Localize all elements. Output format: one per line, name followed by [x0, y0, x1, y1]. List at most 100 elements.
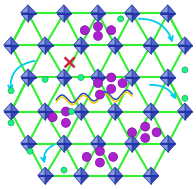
- Polygon shape: [21, 69, 28, 77]
- Polygon shape: [28, 69, 35, 77]
- Polygon shape: [108, 37, 115, 45]
- Polygon shape: [108, 167, 115, 175]
- Polygon shape: [151, 46, 158, 54]
- Polygon shape: [64, 69, 71, 77]
- Circle shape: [8, 88, 14, 94]
- Polygon shape: [178, 103, 185, 111]
- Polygon shape: [132, 14, 140, 22]
- Polygon shape: [143, 37, 151, 45]
- Circle shape: [109, 152, 118, 161]
- Circle shape: [61, 167, 67, 173]
- Polygon shape: [125, 135, 132, 143]
- Polygon shape: [125, 78, 132, 86]
- Polygon shape: [81, 103, 88, 111]
- Polygon shape: [98, 78, 105, 86]
- Polygon shape: [21, 135, 28, 143]
- Circle shape: [69, 108, 74, 115]
- Polygon shape: [91, 144, 98, 152]
- Polygon shape: [45, 176, 53, 184]
- Circle shape: [82, 152, 91, 161]
- Polygon shape: [178, 112, 185, 120]
- Polygon shape: [28, 78, 35, 86]
- Polygon shape: [132, 144, 140, 152]
- Circle shape: [107, 26, 116, 35]
- Polygon shape: [4, 112, 11, 120]
- Polygon shape: [143, 46, 151, 54]
- Polygon shape: [56, 69, 64, 77]
- Polygon shape: [81, 46, 88, 54]
- Circle shape: [78, 74, 84, 81]
- Polygon shape: [4, 46, 11, 54]
- Polygon shape: [56, 144, 64, 152]
- Polygon shape: [132, 135, 140, 143]
- Circle shape: [95, 147, 104, 156]
- Polygon shape: [178, 37, 185, 45]
- Polygon shape: [115, 37, 122, 45]
- Polygon shape: [98, 144, 105, 152]
- Circle shape: [107, 73, 116, 82]
- Polygon shape: [115, 112, 122, 120]
- Polygon shape: [132, 78, 140, 86]
- Circle shape: [118, 79, 127, 88]
- Polygon shape: [161, 78, 168, 86]
- Circle shape: [95, 158, 104, 167]
- Polygon shape: [74, 176, 81, 184]
- Polygon shape: [91, 69, 98, 77]
- Polygon shape: [125, 14, 132, 22]
- Polygon shape: [143, 167, 151, 175]
- Polygon shape: [168, 5, 175, 13]
- Polygon shape: [21, 14, 28, 22]
- Polygon shape: [91, 5, 98, 13]
- Polygon shape: [161, 14, 168, 22]
- Polygon shape: [64, 144, 71, 152]
- Polygon shape: [56, 14, 64, 22]
- Polygon shape: [81, 112, 88, 120]
- Polygon shape: [185, 46, 192, 54]
- Polygon shape: [74, 112, 81, 120]
- Circle shape: [61, 107, 70, 116]
- Circle shape: [95, 90, 104, 99]
- Polygon shape: [143, 103, 151, 111]
- Polygon shape: [168, 144, 175, 152]
- Circle shape: [118, 16, 124, 22]
- Polygon shape: [28, 14, 35, 22]
- Polygon shape: [28, 144, 35, 152]
- Polygon shape: [125, 5, 132, 13]
- Polygon shape: [38, 176, 45, 184]
- Polygon shape: [115, 167, 122, 175]
- Circle shape: [42, 76, 48, 82]
- Circle shape: [93, 79, 103, 88]
- Polygon shape: [11, 46, 18, 54]
- Polygon shape: [108, 176, 115, 184]
- Polygon shape: [98, 5, 105, 13]
- Polygon shape: [45, 103, 53, 111]
- Polygon shape: [21, 78, 28, 86]
- Polygon shape: [21, 5, 28, 13]
- Polygon shape: [11, 112, 18, 120]
- Polygon shape: [98, 69, 105, 77]
- Polygon shape: [38, 112, 45, 120]
- Polygon shape: [151, 176, 158, 184]
- Polygon shape: [11, 37, 18, 45]
- Circle shape: [61, 118, 70, 127]
- Polygon shape: [64, 78, 71, 86]
- Circle shape: [152, 128, 161, 137]
- Polygon shape: [108, 103, 115, 111]
- Polygon shape: [21, 144, 28, 152]
- Polygon shape: [38, 167, 45, 175]
- Polygon shape: [38, 37, 45, 45]
- Polygon shape: [185, 37, 192, 45]
- Polygon shape: [56, 78, 64, 86]
- Polygon shape: [38, 46, 45, 54]
- Polygon shape: [28, 5, 35, 13]
- Polygon shape: [81, 167, 88, 175]
- Polygon shape: [81, 176, 88, 184]
- Polygon shape: [143, 176, 151, 184]
- Polygon shape: [168, 14, 175, 22]
- Polygon shape: [108, 46, 115, 54]
- Polygon shape: [74, 46, 81, 54]
- Polygon shape: [98, 135, 105, 143]
- Circle shape: [141, 122, 150, 131]
- Polygon shape: [74, 103, 81, 111]
- Polygon shape: [81, 37, 88, 45]
